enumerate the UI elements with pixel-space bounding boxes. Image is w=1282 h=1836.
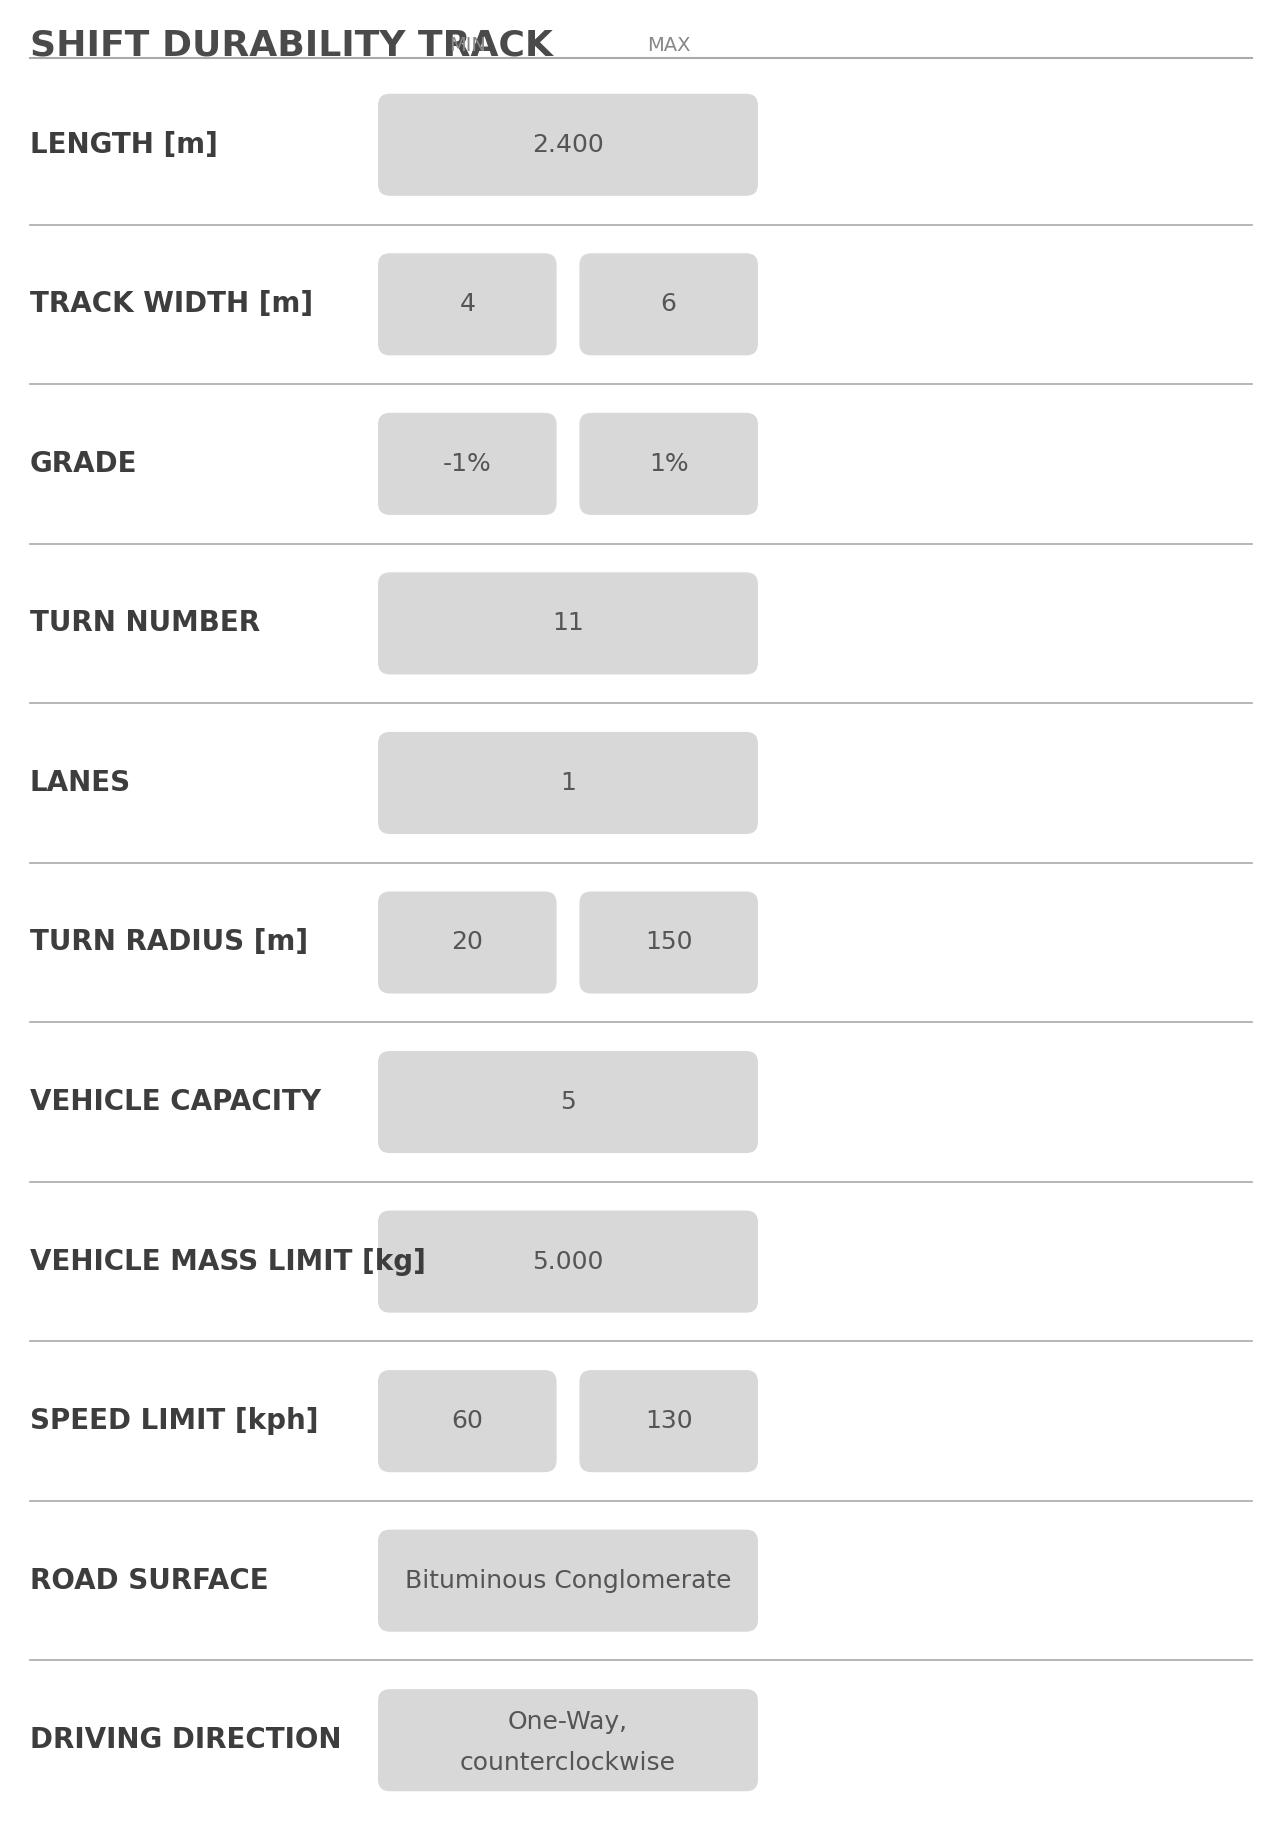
- Text: 5: 5: [560, 1091, 576, 1114]
- Text: counterclockwise: counterclockwise: [460, 1752, 676, 1775]
- FancyBboxPatch shape: [378, 413, 556, 514]
- Text: TURN RADIUS [m]: TURN RADIUS [m]: [29, 929, 308, 957]
- Text: MAX: MAX: [647, 37, 691, 55]
- Text: -1%: -1%: [442, 452, 492, 476]
- Text: 2.400: 2.400: [532, 132, 604, 156]
- FancyBboxPatch shape: [378, 253, 556, 356]
- Text: TRACK WIDTH [m]: TRACK WIDTH [m]: [29, 290, 313, 318]
- Text: TURN NUMBER: TURN NUMBER: [29, 610, 260, 637]
- Text: 130: 130: [645, 1410, 692, 1434]
- Text: VEHICLE MASS LIMIT [kg]: VEHICLE MASS LIMIT [kg]: [29, 1248, 426, 1276]
- Text: 1: 1: [560, 771, 576, 795]
- Text: MIN: MIN: [449, 37, 486, 55]
- Text: 4: 4: [459, 292, 476, 316]
- Text: LANES: LANES: [29, 769, 131, 797]
- FancyBboxPatch shape: [579, 413, 758, 514]
- Text: 5.000: 5.000: [532, 1250, 604, 1274]
- Text: LENGTH [m]: LENGTH [m]: [29, 130, 218, 158]
- FancyBboxPatch shape: [378, 1210, 758, 1313]
- Text: SPEED LIMIT [kph]: SPEED LIMIT [kph]: [29, 1406, 318, 1436]
- Text: VEHICLE CAPACITY: VEHICLE CAPACITY: [29, 1089, 320, 1116]
- Text: 1%: 1%: [649, 452, 688, 476]
- FancyBboxPatch shape: [378, 1529, 758, 1632]
- FancyBboxPatch shape: [378, 1689, 758, 1792]
- Text: 6: 6: [660, 292, 677, 316]
- Text: One-Way,: One-Way,: [508, 1709, 628, 1733]
- Text: SHIFT DURABILITY TRACK: SHIFT DURABILITY TRACK: [29, 29, 553, 62]
- FancyBboxPatch shape: [579, 1370, 758, 1472]
- FancyBboxPatch shape: [378, 892, 556, 993]
- FancyBboxPatch shape: [579, 253, 758, 356]
- FancyBboxPatch shape: [378, 733, 758, 834]
- Text: Bituminous Conglomerate: Bituminous Conglomerate: [405, 1568, 731, 1592]
- Text: 60: 60: [451, 1410, 483, 1434]
- FancyBboxPatch shape: [378, 94, 758, 196]
- Text: 150: 150: [645, 931, 692, 955]
- FancyBboxPatch shape: [378, 1050, 758, 1153]
- Text: GRADE: GRADE: [29, 450, 137, 477]
- Text: DRIVING DIRECTION: DRIVING DIRECTION: [29, 1726, 341, 1753]
- Text: 11: 11: [553, 611, 583, 635]
- Text: 20: 20: [451, 931, 483, 955]
- FancyBboxPatch shape: [378, 1370, 556, 1472]
- FancyBboxPatch shape: [579, 892, 758, 993]
- FancyBboxPatch shape: [378, 573, 758, 674]
- Text: ROAD SURFACE: ROAD SURFACE: [29, 1566, 269, 1595]
